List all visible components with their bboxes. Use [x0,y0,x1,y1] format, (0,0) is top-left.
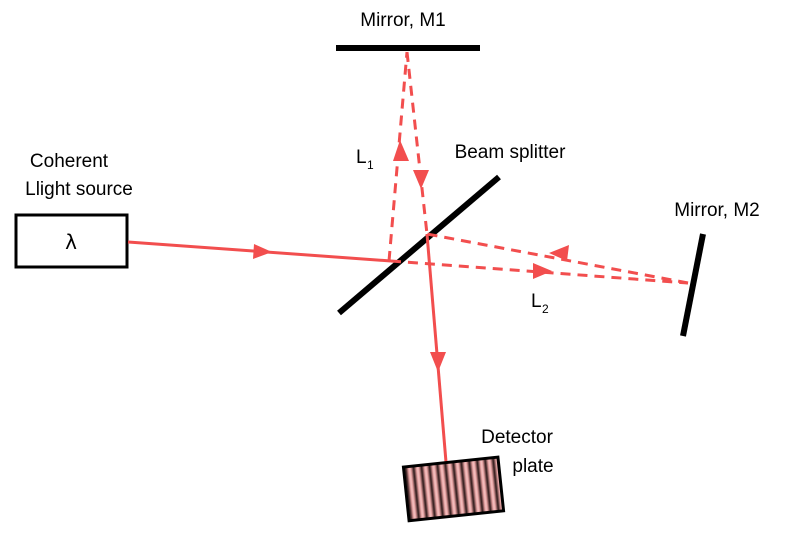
solid-beams [127,233,448,463]
light-source-box [14,213,129,269]
detector-label-line1: Detector [481,427,553,448]
detector-label-line2: plate [512,456,553,477]
beam-splitter-label: Beam splitter [455,142,567,163]
path-l2-label: L [531,291,542,312]
mirror-m1-label: Mirror, M1 [360,10,446,31]
output-beam [425,233,448,463]
arrow-arm1-up [393,140,409,161]
mirror-m2-label: Mirror, M2 [674,200,760,221]
beam-splitter [337,174,501,316]
detector-plate [401,455,506,523]
path-l2-subscript: 2 [542,302,549,316]
wavelength-symbol: λ [65,230,77,254]
path-l1-subscript: 1 [367,158,374,172]
arm2-back-beam [426,232,689,285]
path-l1-label: L [356,147,367,168]
arm1-down-beam [405,51,429,235]
mirror-m2 [680,233,706,337]
arrow-output [430,352,446,372]
arrow-arm2-back [549,245,569,261]
arrow-arm2-out [533,263,552,279]
dashed-beams [387,51,689,285]
source-label-line2: Llight source [25,179,133,200]
arrow-input [253,244,272,259]
arrow-arm1-down [413,170,429,189]
beam-arrows [253,140,569,372]
source-label-line1: Coherent [30,151,109,172]
